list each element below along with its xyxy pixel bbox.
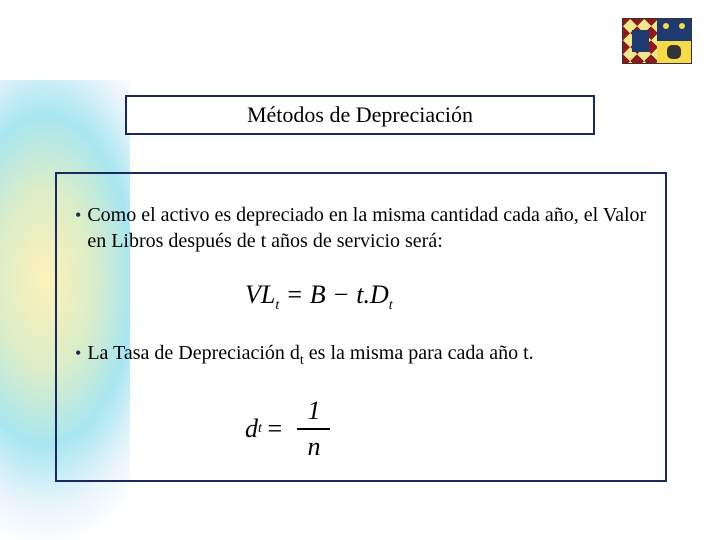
formula1-rhs-td: t.D	[356, 280, 389, 309]
content-box: • Como el activo es depreciado en la mis…	[55, 172, 667, 482]
minus-sign: −	[332, 280, 356, 309]
formula1-lhs-var: VL	[245, 280, 275, 309]
slide-title-box: Métodos de Depreciación	[125, 95, 595, 135]
bullet-mark-icon: •	[75, 340, 81, 366]
formula1-rhs-b: B	[310, 280, 326, 309]
fraction-denominator: n	[297, 430, 330, 462]
bullet-2-suffix: es la misma para cada año t.	[304, 342, 534, 364]
formula-depreciation-rate: dt = 1 n	[245, 396, 647, 462]
bullet-item: • La Tasa de Depreciación dt es la misma…	[75, 340, 647, 374]
formula1-lhs-sub: t	[275, 298, 279, 313]
formula2-lhs-sub: t	[258, 421, 262, 437]
equals-sign: =	[266, 414, 284, 444]
formula-book-value: VLt = B − t.Dt	[245, 280, 647, 314]
formula2-lhs-var: d	[245, 414, 258, 444]
equals-sign: =	[286, 280, 310, 309]
institution-logo	[622, 18, 692, 64]
logo-left-shield	[623, 19, 657, 63]
fraction-numerator: 1	[297, 396, 330, 428]
slide-title: Métodos de Depreciación	[247, 102, 473, 128]
bullet-mark-icon: •	[75, 202, 81, 228]
fraction: 1 n	[297, 396, 330, 462]
logo-right-shield	[657, 19, 691, 63]
bullet-text-1: Como el activo es depreciado en la misma…	[87, 202, 647, 254]
formula1-rhs-sub: t	[389, 298, 393, 313]
bullet-2-prefix: La Tasa de Depreciación d	[87, 342, 300, 364]
bullet-item: • Como el activo es depreciado en la mis…	[75, 202, 647, 254]
bullet-text-2: La Tasa de Depreciación dt es la misma p…	[87, 340, 533, 374]
